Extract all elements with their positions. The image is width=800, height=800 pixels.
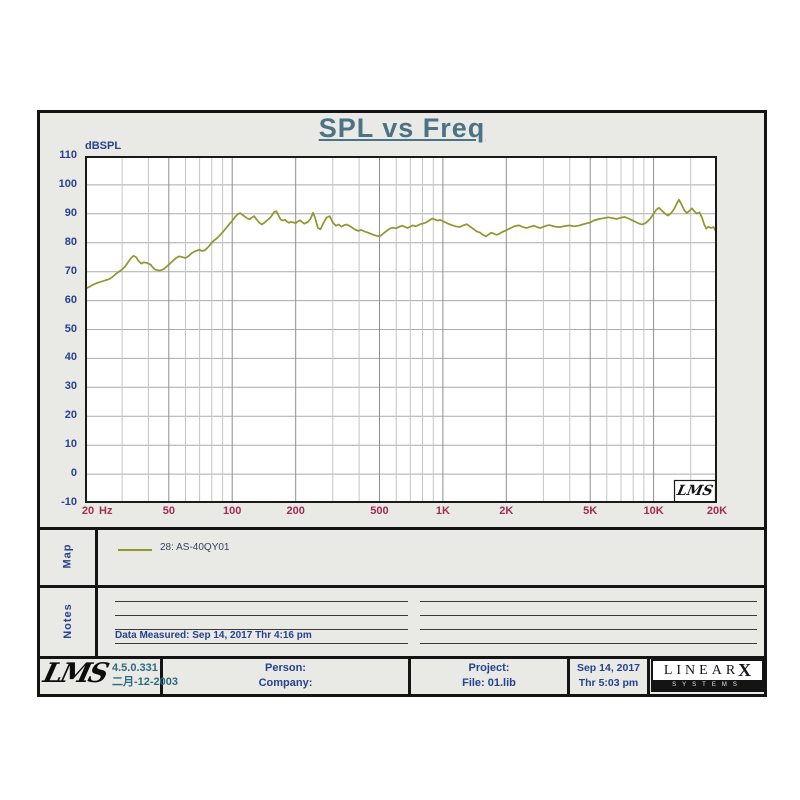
y-tick-label: 110 bbox=[59, 149, 77, 161]
y-tick-label: 20 bbox=[64, 409, 77, 422]
spl-plot-area bbox=[85, 156, 717, 503]
footer-divider bbox=[567, 656, 570, 694]
notes-panel-label: Notes bbox=[61, 602, 74, 639]
y-tick-label: 100 bbox=[58, 177, 77, 190]
x-tick-label: 2K bbox=[499, 505, 514, 517]
y-tick-label: 40 bbox=[64, 351, 77, 364]
divider-map-notes bbox=[37, 585, 767, 588]
divider-notes-footer bbox=[37, 656, 767, 659]
x-tick-label: 100 bbox=[223, 505, 242, 517]
linearx-wordmark: LINEAR X bbox=[653, 660, 762, 680]
x-tick-label: 1K bbox=[435, 505, 450, 517]
version-number: 4.5.0.331 bbox=[112, 662, 158, 674]
footer-time: Thr 5:03 pm bbox=[578, 677, 639, 689]
x-tick-label: 500 bbox=[370, 505, 389, 517]
y-tick-label: 10 bbox=[64, 438, 77, 451]
divider-chart-map bbox=[37, 527, 767, 530]
x-tick-label: 50 bbox=[162, 505, 175, 517]
footer-divider bbox=[408, 656, 411, 694]
x-tick-label: 10K bbox=[643, 505, 664, 517]
y-tick-label: 90 bbox=[64, 206, 77, 219]
file-label: File: 01.lib bbox=[462, 677, 516, 689]
y-tick-label: 30 bbox=[64, 380, 77, 393]
brand-systems-text: SYSTEMS bbox=[672, 682, 743, 688]
notes-rule-line bbox=[420, 615, 757, 616]
build-date: 二月-12-2003 bbox=[112, 676, 179, 688]
footer-divider bbox=[160, 656, 163, 694]
notes-rule-line bbox=[115, 615, 408, 616]
x-tick-label: 5K bbox=[583, 505, 598, 517]
project-file-cell: Project: File: 01.lib bbox=[411, 661, 567, 691]
project-label: Project: bbox=[468, 662, 510, 674]
x-tick-label: 20K bbox=[706, 505, 728, 517]
brand-linear-text: LINEAR bbox=[663, 662, 740, 678]
legend-swatch bbox=[118, 549, 152, 551]
footer-date: Sep 14, 2017 bbox=[576, 662, 641, 674]
x-axis-unit-label: Hz bbox=[99, 505, 113, 517]
notes-rule-line bbox=[115, 629, 408, 630]
date-time-cell: Sep 14, 2017 Thr 5:03 pm bbox=[570, 661, 647, 691]
legend-curve-label: 28: AS-40QY01 bbox=[160, 542, 230, 553]
brand-x-text: X bbox=[738, 660, 752, 680]
page-title: SPL vs Freq bbox=[318, 113, 486, 143]
data-measured-note: Data Measured: Sep 14, 2017 Thr 4:16 pm bbox=[115, 630, 312, 641]
map-panel-label-cell: Map bbox=[40, 530, 95, 582]
person-company-cell: Person: Company: bbox=[163, 661, 408, 691]
y-tick-label: 70 bbox=[64, 264, 77, 277]
y-tick-label: 50 bbox=[64, 322, 77, 335]
lms-plot-watermark: LMS bbox=[675, 483, 715, 499]
x-tick-label: 200 bbox=[286, 505, 305, 517]
version-block: 4.5.0.331 二月-12-2003 bbox=[112, 661, 178, 689]
linearx-systems-logo: LINEAR X SYSTEMS bbox=[651, 659, 764, 692]
systems-band: SYSTEMS bbox=[653, 680, 762, 690]
notes-rule-line bbox=[420, 629, 757, 630]
y-tick-label: 80 bbox=[64, 235, 77, 248]
lms-logo: LMS bbox=[40, 658, 111, 689]
map-panel-label: Map bbox=[61, 543, 74, 569]
y-tick-label: 60 bbox=[64, 293, 77, 306]
y-tick-label: 0 bbox=[70, 467, 77, 480]
notes-rule-line bbox=[115, 643, 408, 644]
y-axis-unit-label: dBSPL bbox=[85, 140, 122, 152]
notes-panel-label-cell: Notes bbox=[40, 588, 95, 653]
notes-rule-line bbox=[420, 643, 757, 644]
notes-rule-line bbox=[115, 601, 408, 602]
footer-divider bbox=[647, 656, 650, 694]
notes-rule-line bbox=[420, 601, 757, 602]
y-tick-label: -10 bbox=[61, 496, 77, 508]
divider-side-label-column bbox=[95, 527, 98, 659]
person-label: Person: bbox=[265, 662, 306, 674]
x-tick-label: 20 bbox=[81, 505, 95, 517]
company-label: Company: bbox=[258, 677, 313, 689]
